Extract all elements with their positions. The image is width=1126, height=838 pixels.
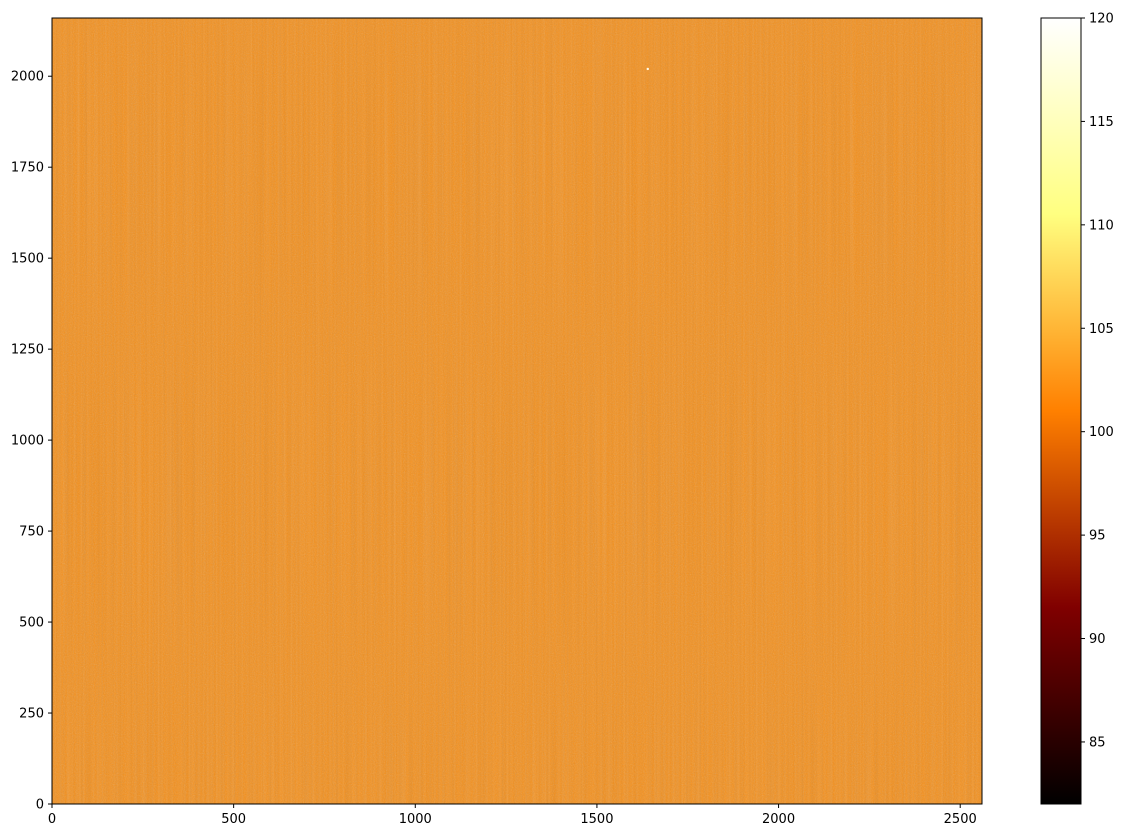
colorbar-tick-label: 90 (1089, 632, 1106, 647)
y-tick-label: 1000 (11, 434, 44, 449)
x-tick-label: 2500 (944, 812, 977, 827)
colorbar-tick-label: 110 (1089, 218, 1114, 233)
y-axis: 0 250 500 750 1000 1250 1500 1750 2000 (11, 70, 52, 813)
colorbar-tick-label: 105 (1089, 322, 1114, 337)
colorbar-tick-label: 95 (1089, 529, 1106, 544)
heatmap-image (52, 18, 982, 804)
x-tick-label: 1500 (580, 812, 613, 827)
colorbar-tick-label: 115 (1089, 115, 1114, 130)
y-tick-label: 1250 (11, 343, 44, 358)
x-axis: 0 500 1000 1500 2000 2500 (48, 804, 977, 827)
y-tick-label: 500 (19, 616, 44, 631)
x-tick-label: 2000 (762, 812, 795, 827)
heatmap-column-stripes (52, 18, 982, 804)
heatmap-axes-frame (51, 17, 983, 805)
y-tick-label: 1750 (11, 161, 44, 176)
colorbar-tick-label: 120 (1089, 12, 1114, 27)
colorbar-tick-label: 85 (1089, 735, 1106, 750)
y-tick-label: 1500 (11, 252, 44, 267)
y-tick-label: 2000 (11, 70, 44, 85)
y-tick-label: 0 (36, 798, 44, 813)
hot-pixel-marker (646, 67, 649, 71)
colorbar-axis: 85 90 95 100 105 110 115 120 (1081, 12, 1114, 750)
y-tick-label: 750 (19, 525, 44, 540)
x-tick-label: 500 (221, 812, 246, 827)
colorbar (1040, 17, 1082, 805)
x-tick-label: 1000 (399, 812, 432, 827)
y-tick-label: 250 (19, 707, 44, 722)
colorbar-tick-label: 100 (1089, 425, 1114, 440)
x-tick-label: 0 (48, 812, 56, 827)
